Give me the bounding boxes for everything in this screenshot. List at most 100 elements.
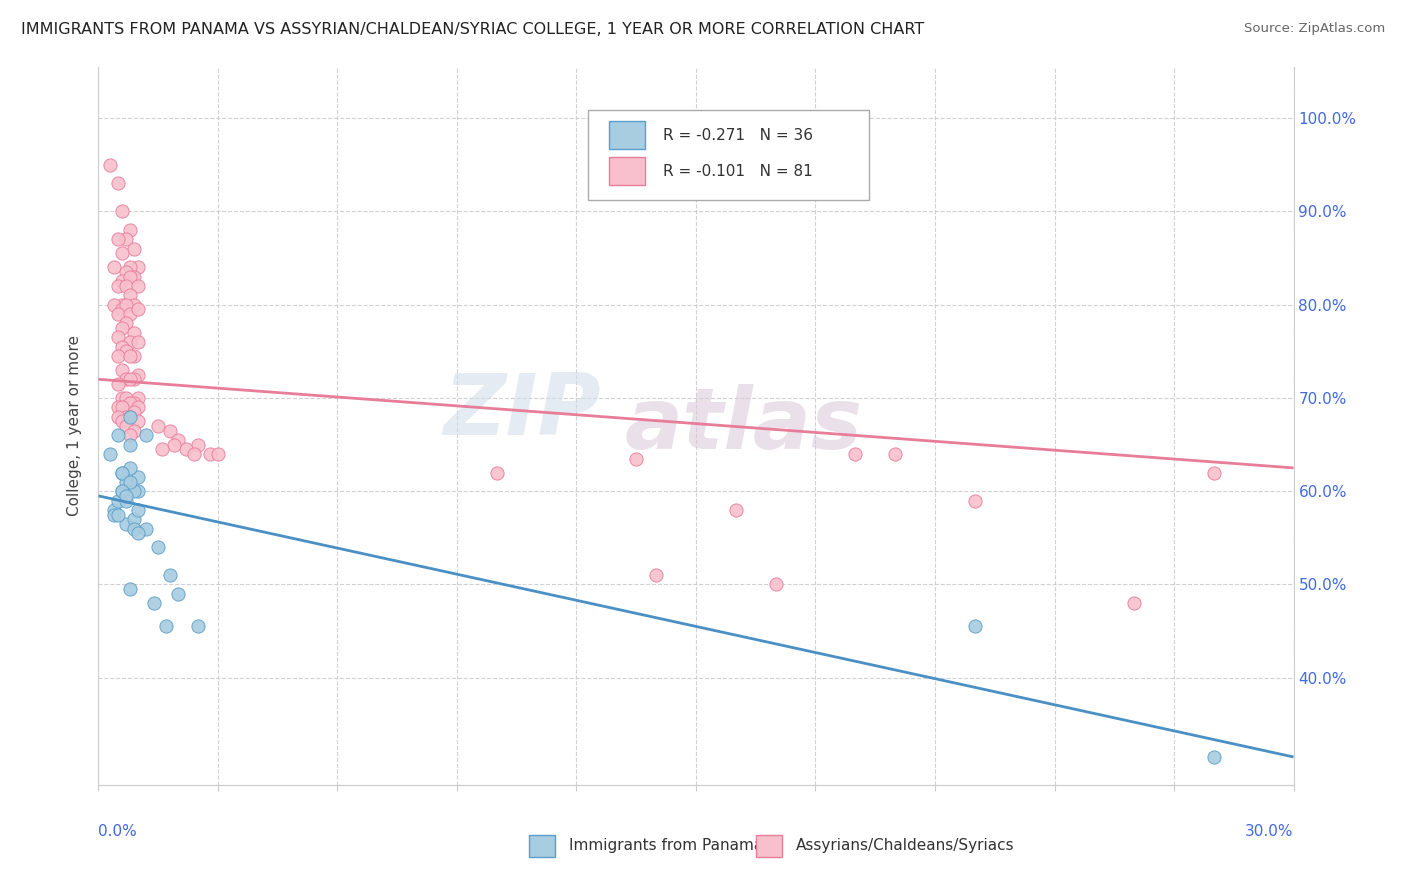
Point [844, 447, 866, 461]
Point [120, 334, 142, 349]
Point [115, 418, 138, 433]
Point [124, 521, 146, 535]
Point [107, 330, 129, 344]
Text: ZIP: ZIP [443, 370, 600, 453]
Point [963, 619, 986, 633]
Point [120, 409, 142, 424]
Point [207, 447, 229, 461]
Point [107, 508, 129, 522]
Point [107, 279, 129, 293]
Point [167, 433, 190, 447]
Point [159, 424, 181, 438]
Point [111, 484, 134, 499]
Point [163, 437, 186, 451]
Point [120, 428, 142, 442]
Point [127, 414, 149, 428]
Point [107, 493, 129, 508]
Point [187, 437, 209, 451]
Point [884, 447, 907, 461]
Point [124, 484, 146, 499]
FancyBboxPatch shape [756, 835, 782, 856]
Point [103, 260, 125, 275]
Point [98, 447, 122, 461]
Point [115, 391, 138, 405]
Point [98, 158, 122, 172]
Point [115, 489, 138, 503]
Y-axis label: College, 1 year or more: College, 1 year or more [67, 335, 83, 516]
Point [107, 307, 129, 321]
Text: 0.0%: 0.0% [98, 824, 138, 838]
Point [115, 344, 138, 359]
Text: Immigrants from Panama: Immigrants from Panama [569, 838, 763, 854]
Point [103, 298, 125, 312]
Point [187, 619, 209, 633]
Point [127, 368, 149, 382]
Point [124, 326, 146, 340]
Point [107, 349, 129, 363]
Point [963, 493, 986, 508]
Point [120, 307, 142, 321]
Point [765, 577, 787, 591]
Point [124, 349, 146, 363]
Point [724, 503, 747, 517]
Point [167, 587, 190, 601]
Point [183, 447, 205, 461]
Text: atlas: atlas [624, 384, 862, 467]
Point [124, 405, 146, 419]
Point [120, 461, 142, 475]
Point [120, 409, 142, 424]
Point [111, 302, 134, 317]
Point [485, 466, 508, 480]
Point [111, 274, 134, 288]
Point [115, 516, 138, 531]
Point [127, 503, 149, 517]
Point [107, 177, 129, 191]
Point [124, 242, 146, 256]
Point [120, 372, 142, 386]
Point [111, 484, 134, 499]
Point [111, 363, 134, 377]
Point [120, 349, 142, 363]
Point [107, 401, 129, 415]
Point [148, 418, 170, 433]
Point [115, 493, 138, 508]
Point [111, 401, 134, 415]
Point [120, 223, 142, 237]
Point [111, 204, 134, 219]
FancyBboxPatch shape [529, 835, 555, 856]
Point [127, 334, 149, 349]
Point [124, 298, 146, 312]
Point [115, 265, 138, 279]
FancyBboxPatch shape [589, 110, 869, 200]
Point [115, 298, 138, 312]
Point [135, 521, 157, 535]
Point [107, 376, 129, 391]
Point [120, 260, 142, 275]
Point [111, 391, 134, 405]
Point [127, 470, 149, 484]
Point [115, 409, 138, 424]
Point [111, 466, 134, 480]
FancyBboxPatch shape [609, 120, 644, 150]
Point [159, 568, 181, 582]
Point [107, 428, 129, 442]
Point [111, 246, 134, 260]
Point [115, 316, 138, 330]
FancyBboxPatch shape [609, 157, 644, 186]
Point [111, 340, 134, 354]
Point [120, 288, 142, 302]
Point [1202, 750, 1225, 764]
Point [150, 442, 173, 457]
Point [155, 619, 177, 633]
Point [115, 475, 138, 489]
Point [124, 395, 146, 409]
Text: Assyrians/Chaldeans/Syriacs: Assyrians/Chaldeans/Syriacs [796, 838, 1015, 854]
Point [1202, 466, 1225, 480]
Point [198, 447, 221, 461]
Text: IMMIGRANTS FROM PANAMA VS ASSYRIAN/CHALDEAN/SYRIAC COLLEGE, 1 YEAR OR MORE CORRE: IMMIGRANTS FROM PANAMA VS ASSYRIAN/CHALD… [21, 22, 924, 37]
Point [103, 503, 125, 517]
Point [120, 582, 142, 596]
Point [124, 424, 146, 438]
Text: Source: ZipAtlas.com: Source: ZipAtlas.com [1244, 22, 1385, 36]
Point [107, 232, 129, 246]
